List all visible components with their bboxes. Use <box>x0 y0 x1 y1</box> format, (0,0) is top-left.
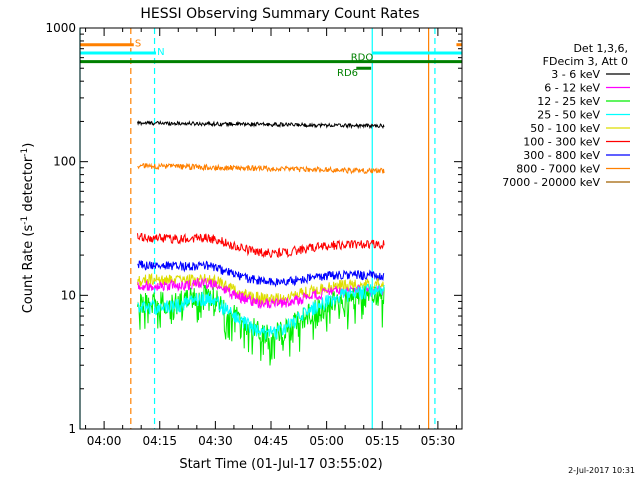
legend-label: 7000 - 20000 keV <box>502 176 600 189</box>
chart-title: HESSI Observing Summary Count Rates <box>140 6 419 22</box>
legend-label: 12 - 25 keV <box>537 95 600 108</box>
legend-label: 100 - 300 keV <box>523 136 600 149</box>
y-tick-label: 1 <box>68 422 76 436</box>
x-axis: 04:00 04:15 04:30 04:45 05:00 05:15 05:30 <box>85 28 457 448</box>
flag-label-s: S <box>135 39 141 50</box>
plot-frame <box>79 27 463 430</box>
series-line <box>137 283 385 341</box>
flag-label-rdo: RDO <box>351 53 374 64</box>
x-tick-label: 04:15 <box>142 434 177 448</box>
series-line <box>137 232 385 259</box>
legend-header-1: Det 1,3,6, <box>573 42 628 55</box>
x-tick-label: 05:00 <box>309 434 344 448</box>
legend-label: 6 - 12 keV <box>544 82 600 95</box>
x-tick-label: 04:45 <box>254 434 289 448</box>
y-axis: 1 10 100 1000 <box>45 21 462 436</box>
flag-label-n: N <box>157 47 164 58</box>
x-tick-label: 04:30 <box>198 434 233 448</box>
x-tick-label: 05:15 <box>365 434 400 448</box>
plot-area: S N RDO RD6 <box>79 28 462 429</box>
y-tick-label: 10 <box>61 288 76 302</box>
series-line <box>137 162 385 175</box>
x-axis-label: Start Time (01-Jul-17 03:55:02) <box>179 457 382 472</box>
legend-label: 25 - 50 keV <box>537 109 600 122</box>
flag-label-rd6: RD6 <box>337 68 358 79</box>
legend-label: 50 - 100 keV <box>530 122 600 135</box>
y-tick-label: 100 <box>53 155 76 169</box>
x-tick-label: 04:00 <box>87 434 122 448</box>
legend-label: 3 - 6 keV <box>551 68 600 81</box>
footer-timestamp: 2-Jul-2017 10:31 <box>568 466 635 475</box>
series-line <box>137 272 385 307</box>
series-line <box>137 260 385 288</box>
legend-label: 800 - 7000 keV <box>516 163 600 176</box>
x-tick-label: 05:30 <box>421 434 456 448</box>
legend-label: 300 - 800 keV <box>523 149 600 162</box>
legend-header-2: FDecim 3, Att 0 <box>543 55 628 68</box>
y-tick-label: 1000 <box>45 21 76 35</box>
series-line <box>137 120 385 130</box>
y-axis-label: Count Rate (s-1 detector-1) <box>20 143 36 314</box>
